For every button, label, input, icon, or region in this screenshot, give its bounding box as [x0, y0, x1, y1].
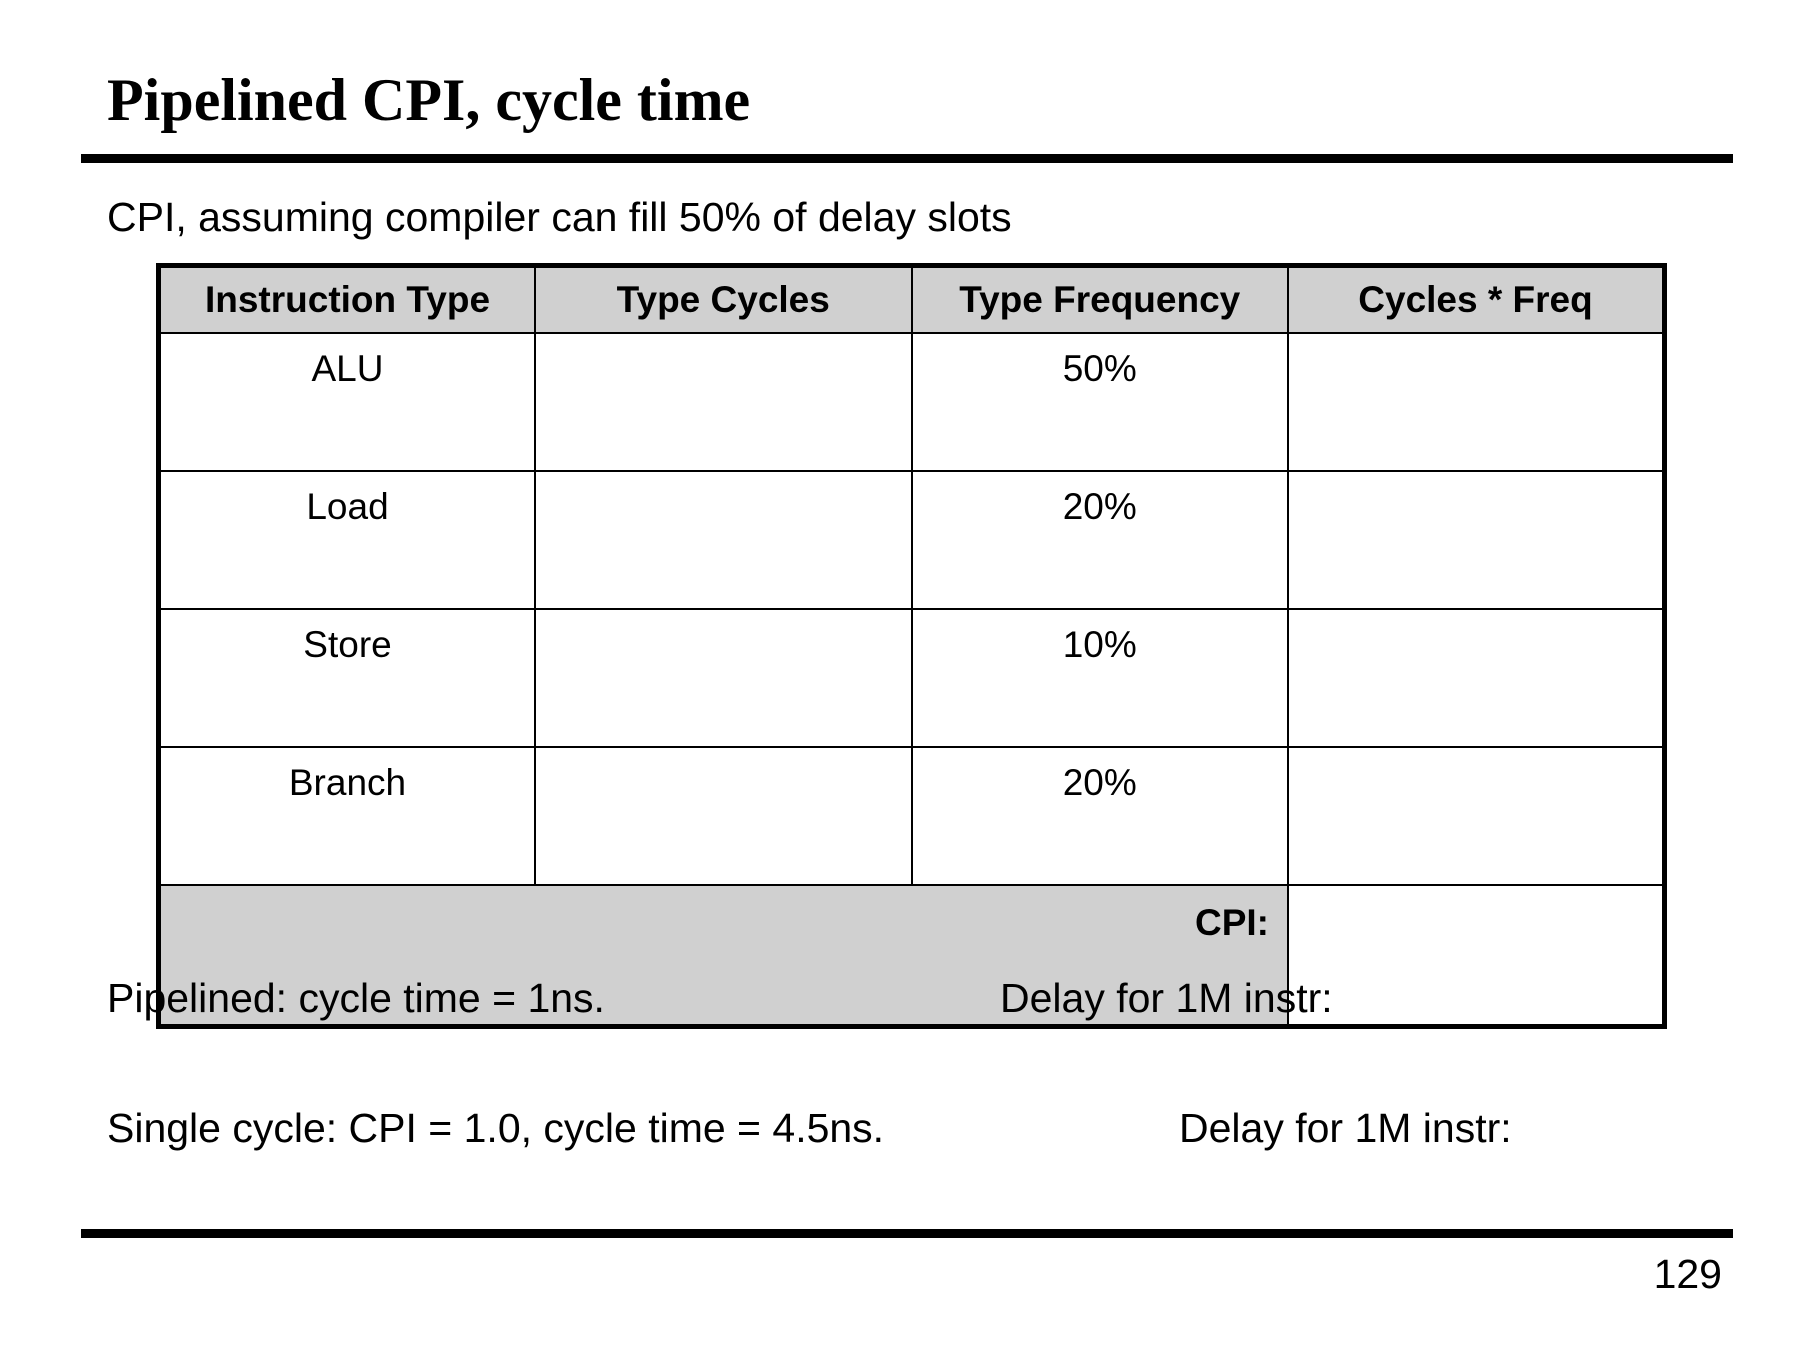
cpi-total-row: CPI: — [157, 884, 1666, 1028]
header-type-cycles: Type Cycles — [534, 264, 913, 334]
cell-type-cycles — [534, 470, 913, 610]
page-number: 129 — [1653, 1251, 1722, 1297]
intro-text: CPI, assuming compiler can fill 50% of d… — [107, 194, 1012, 240]
top-rule — [81, 154, 1733, 163]
cell-instruction-type: ALU — [157, 332, 536, 472]
pipelined-delay-note: Delay for 1M instr: — [1000, 975, 1333, 1021]
table-row: Store 10% — [157, 608, 1666, 748]
cell-type-frequency: 20% — [910, 470, 1289, 610]
cell-type-cycles — [534, 608, 913, 748]
cell-cycles-freq — [1287, 470, 1666, 610]
header-type-frequency: Type Frequency — [910, 264, 1289, 334]
cell-cycles-freq — [1287, 746, 1666, 886]
cpi-total-value — [1287, 884, 1666, 1028]
slide-title: Pipelined CPI, cycle time — [107, 67, 751, 133]
cell-type-frequency: 50% — [910, 332, 1289, 472]
cell-type-frequency: 10% — [910, 608, 1289, 748]
cell-type-cycles — [534, 332, 913, 472]
table-row: ALU 50% — [157, 332, 1666, 472]
cell-instruction-type: Store — [157, 608, 536, 748]
single-cycle-note: Single cycle: CPI = 1.0, cycle time = 4.… — [107, 1105, 885, 1151]
cell-type-frequency: 20% — [910, 746, 1289, 886]
cell-instruction-type: Load — [157, 470, 536, 610]
cpi-table: Instruction Type Type Cycles Type Freque… — [156, 263, 1667, 1029]
header-cycles-freq: Cycles * Freq — [1287, 264, 1666, 334]
pipelined-note: Pipelined: cycle time = 1ns. — [107, 975, 605, 1021]
cell-instruction-type: Branch — [157, 746, 536, 886]
cell-cycles-freq — [1287, 608, 1666, 748]
header-instruction-type: Instruction Type — [157, 264, 536, 334]
cell-cycles-freq — [1287, 332, 1666, 472]
cell-type-cycles — [534, 746, 913, 886]
single-cycle-delay-note: Delay for 1M instr: — [1179, 1105, 1512, 1151]
cpi-total-label: CPI: — [157, 884, 1289, 1028]
table-row: Load 20% — [157, 470, 1666, 610]
table-header-row: Instruction Type Type Cycles Type Freque… — [157, 264, 1666, 334]
bottom-rule — [81, 1229, 1733, 1238]
table-row: Branch 20% — [157, 746, 1666, 886]
